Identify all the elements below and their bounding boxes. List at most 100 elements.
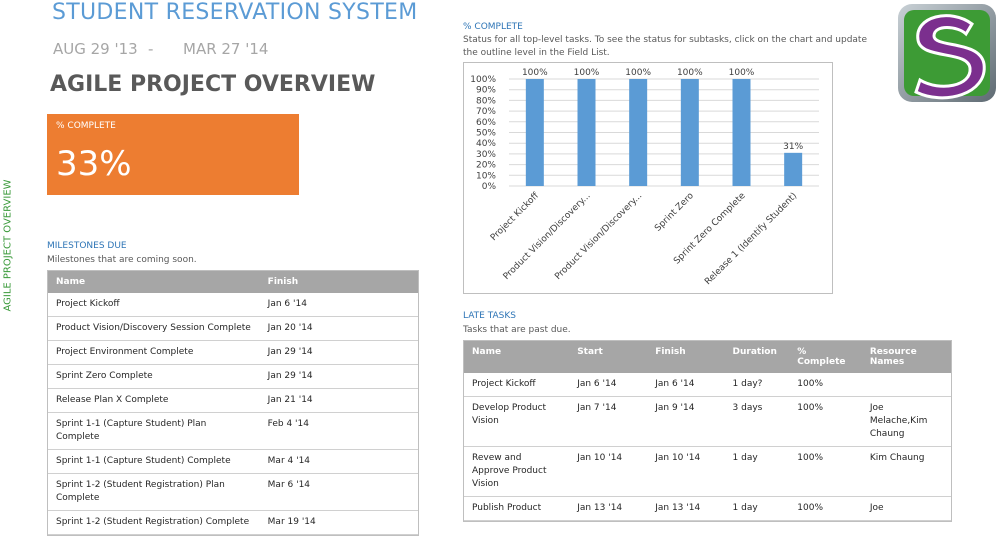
column-header: Duration [724,341,790,373]
chart: 0%10%20%30%40%50%60%70%80%90%100%100%Pro… [470,68,819,287]
section-title: % COMPLETE [463,22,523,32]
column-header: % Complete [789,341,862,373]
y-tick-label: 10% [476,171,496,181]
table-row: Sprint 1-1 (Capture Student) Complete Mar… [48,449,418,474]
section-title: MILESTONES DUE [47,241,127,251]
section-title: LATE TASKS [463,311,517,321]
side-label: AGILE PROJECT OVERVIEW [2,179,14,312]
table-cell: Sprint 1-2 (Student Registration) Plan C… [48,473,260,511]
table-cell: 100% [789,496,862,521]
y-tick-label: 50% [476,129,496,139]
bar [577,79,596,186]
bar [732,79,751,186]
table-cell: Jan 10 '14 [647,446,725,497]
x-tick-label: Product Vision/Discovery... [553,191,644,282]
bar [525,79,544,186]
table-cell: Mar 6 '14 [259,473,418,511]
table-cell: Sprint 1-1 (Capture Student) Plan Comple… [48,412,260,450]
table-cell: Jan 9 '14 [647,396,725,447]
table-cell: Kim Chaung [861,446,951,497]
table-row: Revew and Approve Product Vision Jan 10 '… [464,446,951,497]
table-cell: Jan 6 '14 [569,373,648,397]
table-row: Release Plan X Complete Jan 21 '14 [48,388,418,413]
table-cell: 1 day? [724,373,790,397]
table-cell: 100% [789,396,862,447]
late-tasks-box: Name Start Finish Duration% Complete Resourc… [463,340,952,522]
table-cell: Project Kickoff [48,293,260,317]
x-tick-label: Release 1 (Identify Student) [703,191,799,287]
table-cell: Product Vision/Discovery Session Complet… [48,316,260,341]
column-header: Resource Names [861,341,951,373]
table-cell: Jan 13 '14 [647,496,725,521]
bar [680,79,699,186]
table-row: Project Environment Complete Jan 29 '14 [48,340,418,365]
column-header: Finish [259,271,418,293]
section-description: Status for all top-level tasks. To see t… [463,35,868,58]
section-description: Milestones that are coming soon. [47,255,197,265]
report-title: STUDENT RESERVATION SYSTEM [52,0,418,25]
table-row: Sprint 1-1 (Capture Student) Plan Comple… [48,412,418,450]
x-tick-label: Product Vision/Discovery... [502,191,593,282]
y-tick-label: 70% [476,107,496,117]
y-tick-label: 90% [476,86,496,96]
value-label: 100% [574,68,600,78]
table-cell: Release Plan X Complete [48,388,260,413]
table-cell: Jan 6 '14 [647,373,725,397]
start-date: AUG 29 '13 [53,40,138,58]
table-row: Sprint 1-2 (Student Registration) Comple… [48,510,418,535]
table-cell: Publish Product [464,496,570,521]
table-cell: Jan 29 '14 [259,364,418,389]
table-cell: Project Kickoff [464,373,570,397]
table-cell: Revew and Approve Product Vision [464,446,570,497]
report-subtitle: AGILE PROJECT OVERVIEW [50,72,376,97]
milestones-table: Name Finish Project Kickoff Jan 6 '14 Produc… [48,271,418,535]
date-separator: - [148,40,154,58]
y-tick-label: 30% [476,150,496,160]
table-cell [861,373,951,397]
logo-s [914,14,986,100]
table-cell: Joe Melache,Kim Chaung [861,396,951,447]
table-cell: 1 day [724,496,790,521]
header-row: Name Start Finish Duration% Complete Resourc… [464,341,951,373]
table-cell: 1 day [724,446,790,497]
card-label: % COMPLETE [56,121,116,131]
end-date: MAR 27 '14 [183,40,269,58]
x-tick-label: Project Kickoff [489,190,542,243]
table-cell: Jan 6 '14 [259,293,418,317]
table-row: Develop Product Vision Jan 7 '14 Jan 9 '14… [464,396,951,447]
y-tick-label: 60% [476,118,496,128]
table-cell: 100% [789,446,862,497]
table-cell: Sprint 1-1 (Capture Student) Complete [48,449,260,474]
bar [629,79,648,186]
table-cell: Jan 7 '14 [569,396,648,447]
bar [784,152,803,186]
y-tick-label: 0% [482,182,497,192]
y-tick-label: 40% [476,139,496,149]
x-tick-label: Sprint Zero [653,191,696,234]
table-cell: Jan 10 '14 [569,446,648,497]
table-cell: Mar 4 '14 [259,449,418,474]
logo [898,4,996,102]
y-tick-label: 100% [470,75,496,85]
chart-box: 0% 10% 20% 30% 40% 50% 60% 70% 80% 90% 100% 100% Pro… [463,62,833,294]
table-cell: Mar 19 '14 [259,510,418,535]
section-description: Tasks that are past due. [463,325,571,335]
table-row: Project Kickoff Jan 6 '14 Jan 6 '14 1 day? 1… [464,373,951,397]
table-cell: Feb 4 '14 [259,412,418,450]
table-cell: 3 days [724,396,790,447]
complete-card: % COMPLETE 33% [47,114,299,195]
table-cell: Jan 29 '14 [259,340,418,365]
table-row: Sprint 1-2 (Student Registration) Plan C… [48,473,418,511]
card-value: 33% [56,144,132,184]
y-tick-label: 20% [476,161,496,171]
column-header: Finish [647,341,725,373]
table-cell: Project Environment Complete [48,340,260,365]
column-header: Start [569,341,648,373]
value-label: 100% [625,68,651,78]
table-cell: 100% [789,373,862,397]
table-row: Project Kickoff Jan 6 '14 [48,293,418,317]
table-row: Product Vision/Discovery Session Complet… [48,316,418,341]
value-label: 100% [677,68,703,78]
value-label: 31% [783,142,803,152]
